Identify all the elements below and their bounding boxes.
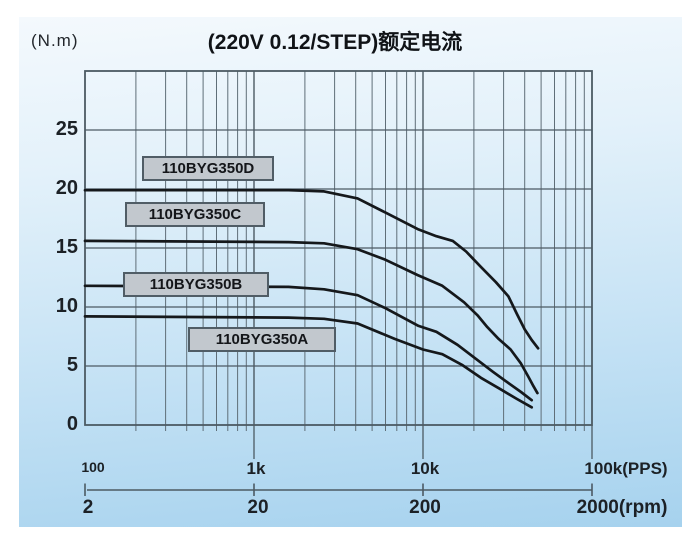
chart-title: (220V 0.12/STEP)额定电流	[207, 31, 463, 54]
pps-tick-label: 10k	[410, 459, 440, 478]
curve-label-110BYG350B: 110BYG350B	[123, 272, 269, 297]
rpm-tick-label: 20	[247, 497, 269, 518]
rpm-tick-label: 200	[409, 497, 441, 518]
y-tick-label: 25	[55, 118, 78, 140]
bottom-minor-ticks	[135, 425, 585, 431]
curve-110BYG350C	[83, 239, 539, 395]
grid-horizontal	[85, 129, 592, 367]
rpm-tick-label: 2000(rpm)	[576, 497, 668, 518]
pps-tick-label: 100	[81, 459, 105, 475]
axis-drop-lines	[253, 425, 593, 459]
rpm-tick-label: 2	[82, 497, 94, 518]
y-tick-label: 5	[66, 354, 78, 376]
curve-label-110BYG350D: 110BYG350D	[142, 156, 274, 181]
pps-tick-label: 1k	[246, 459, 266, 478]
y-tick-label: 10	[55, 295, 78, 317]
y-tick-label: 15	[55, 236, 78, 258]
y-axis-unit-label: (N.m)	[31, 31, 79, 50]
rpm-axis	[84, 483, 593, 496]
y-tick-label: 20	[55, 177, 78, 199]
pps-tick-label: 100k(PPS)	[584, 459, 668, 478]
curve-110BYG350A	[83, 315, 534, 409]
curve-label-110BYG350C: 110BYG350C	[125, 202, 265, 227]
plot-border	[84, 70, 593, 426]
curve-110BYG350B	[83, 284, 534, 402]
y-tick-label: 0	[66, 413, 78, 435]
curve-110BYG350D	[83, 188, 540, 350]
curve-label-110BYG350A: 110BYG350A	[188, 327, 336, 352]
